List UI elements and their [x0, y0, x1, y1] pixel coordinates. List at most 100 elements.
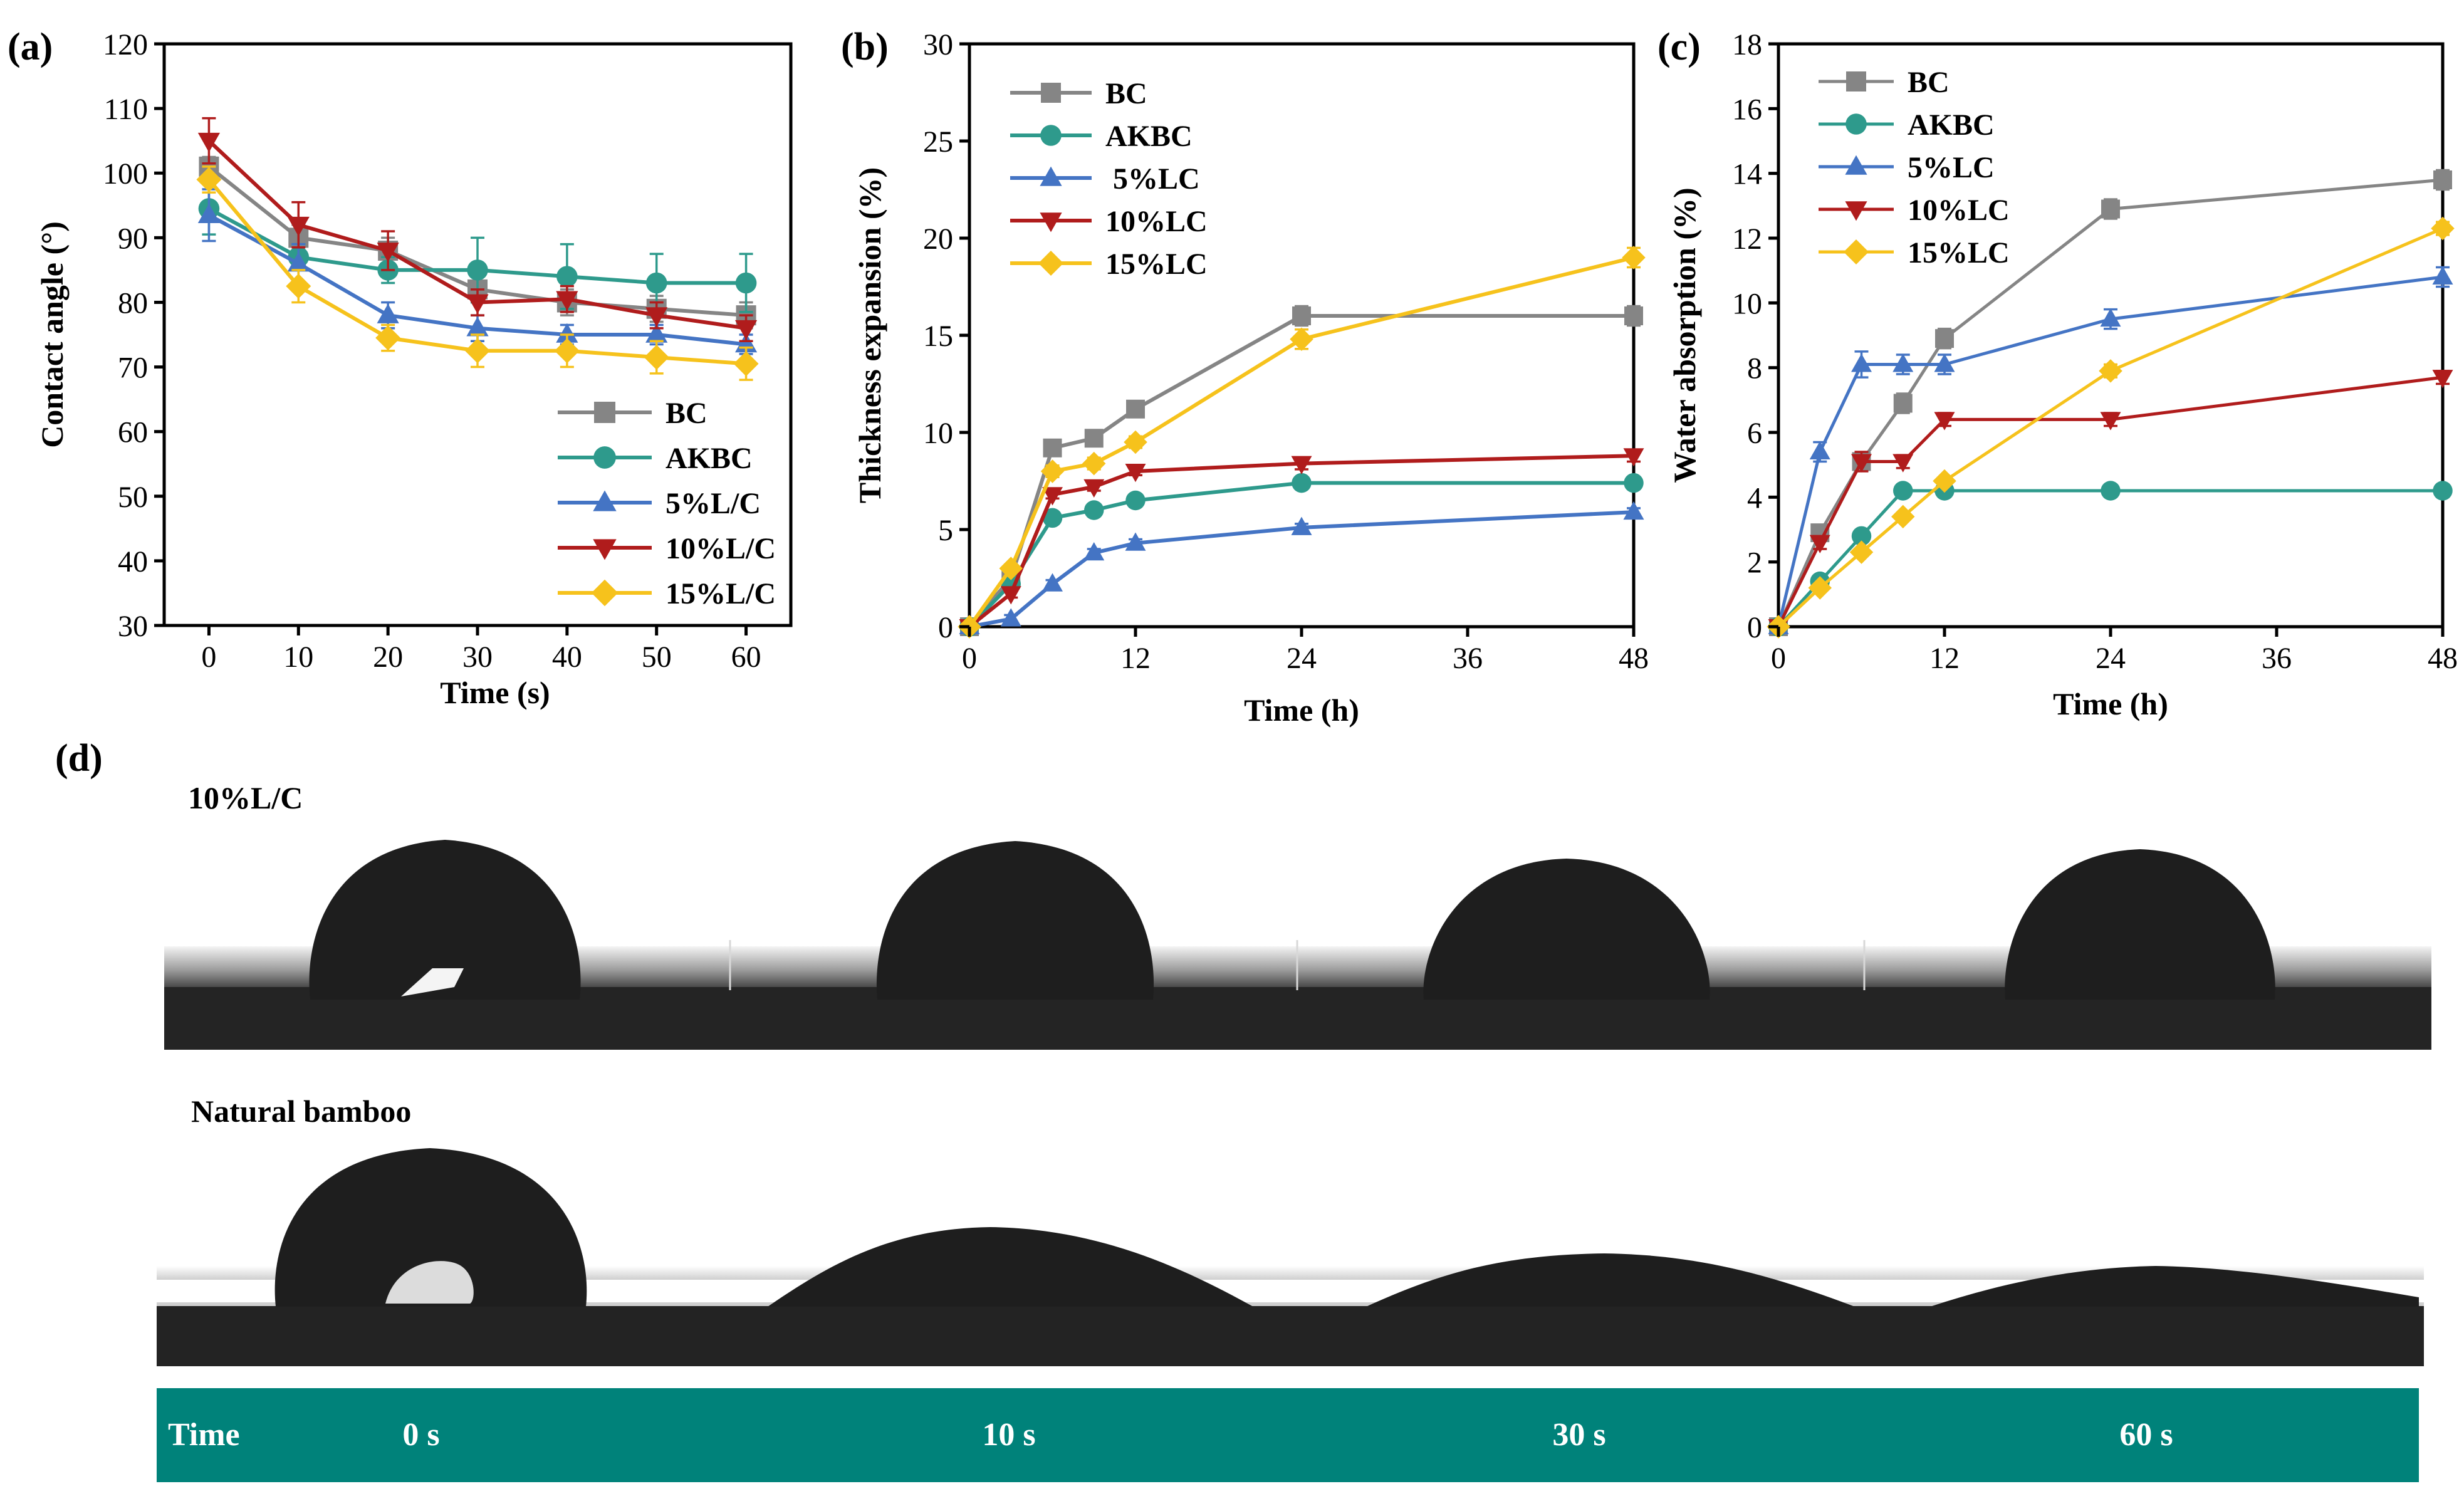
y-tick-label-a-1: 40: [118, 545, 148, 578]
legend-c: BC AKBC 5%LC 10%LC 15%LC: [1819, 66, 2010, 269]
data-point-a-3-2: [377, 243, 399, 263]
data-point-b-0-2: [1043, 438, 1062, 457]
data-point-b-4-2: [1040, 459, 1065, 483]
data-point-c-2-3: [1892, 353, 1914, 372]
data-point-b-0-3: [1084, 429, 1104, 448]
legend-label-c-1: AKBC: [1908, 108, 1995, 142]
series-line-c-0: [1777, 178, 2443, 628]
data-point-b-4-5: [1290, 327, 1313, 351]
legend-marker-a-1: [593, 446, 616, 469]
legend-marker-a-0: [594, 402, 615, 423]
legend-marker-b-1: [1040, 125, 1062, 146]
time-label-3: 60 s: [2119, 1417, 2173, 1453]
data-point-c-4-3: [1891, 505, 1915, 529]
y-tick-label-c-4: 8: [1747, 352, 1762, 385]
droplet-strip-natural-bamboo: [157, 1148, 2424, 1366]
x-tick-label-a-6: 60: [731, 640, 761, 674]
data-point-b-2-2: [1042, 573, 1063, 592]
data-point-a-3-5: [645, 307, 668, 327]
data-point-c-4-1: [1808, 576, 1832, 600]
data-point-a-3-0: [197, 132, 221, 153]
droplet-10lc-60s: [2005, 849, 2275, 1000]
data-point-c-2-1: [1809, 441, 1830, 459]
legend-entry-a-3: 10%L/C: [558, 532, 776, 565]
legend-entry-a-4: 15%L/C: [558, 577, 776, 610]
y-tick-label-b-3: 15: [923, 320, 953, 353]
x-tick-label-a-5: 50: [642, 640, 672, 674]
y-tick-label-a-5: 80: [118, 286, 148, 320]
time-bar-label: Time: [168, 1417, 240, 1453]
x-tick-label-c-4: 48: [2428, 642, 2458, 675]
x-tick-label-a-4: 40: [552, 640, 582, 674]
data-point-b-1-4: [1125, 490, 1146, 511]
x-tick-label-b-2: 24: [1287, 642, 1317, 675]
data-point-c-2-2: [1851, 353, 1872, 372]
legend-entry-a-0: BC: [558, 397, 707, 430]
panel-label-d: (d): [55, 737, 103, 780]
time-label-2: 30 s: [1552, 1417, 1605, 1453]
data-point-a-3-4: [556, 291, 578, 311]
data-point-b-2-3: [1083, 541, 1105, 561]
data-point-a-3-6: [734, 320, 758, 340]
series-a-4: [196, 165, 759, 381]
legend-marker-b-4: [1038, 251, 1063, 276]
series-b-1: [959, 473, 1644, 637]
legend-marker-c-4: [1844, 239, 1869, 264]
data-point-b-1-3: [1084, 500, 1104, 520]
y-axis-label-b: Thickness expansion (%): [852, 167, 887, 503]
data-point-b-3-5: [1291, 456, 1312, 474]
x-tick-label-c-0: 0: [1771, 642, 1786, 675]
data-point-c-3-6: [2432, 370, 2453, 389]
data-point-a-4-1: [286, 273, 311, 299]
data-point-c-3-3: [1892, 454, 1914, 473]
legend-entry-c-1: AKBC: [1819, 108, 1995, 142]
legend-label-b-1: AKBC: [1105, 120, 1193, 153]
legend-a: BC AKBC 5%L/C 10%L/C 15%L/C: [558, 397, 776, 610]
data-point-c-0-5: [2101, 199, 2120, 219]
thickness-expansion-chart: (b) 0 5 10 15 20 25 30 0 12 24 36 48 Time (h) Thick…: [841, 26, 1649, 728]
data-point-a-1-4: [556, 266, 578, 288]
y-axis-label-c: Water absorption (%): [1667, 187, 1702, 483]
y-tick-label-a-0: 30: [118, 610, 148, 643]
y-tick-label-b-6: 30: [923, 28, 953, 61]
y-tick-label-b-5: 25: [923, 125, 953, 159]
legend-marker-a-3: [593, 539, 617, 560]
data-point-b-4-3: [1082, 451, 1106, 476]
data-point-a-2-4: [556, 323, 578, 343]
data-point-b-3-2: [1042, 487, 1063, 506]
legend-label-b-2: 5%LC: [1105, 162, 1200, 196]
data-point-c-1-5: [2101, 481, 2121, 501]
legend-label-a-1: AKBC: [666, 442, 753, 475]
panel-label-a: (a): [8, 26, 53, 68]
time-bar: [157, 1388, 2419, 1482]
x-tick-label-c-3: 36: [2262, 642, 2292, 675]
data-point-c-3-2: [1851, 454, 1872, 473]
legend-label-c-2: 5%LC: [1908, 151, 1995, 184]
row-label-10lc: 10%L/C: [188, 780, 303, 815]
y-tick-label-a-6: 90: [118, 222, 148, 255]
legend-marker-c-3: [1845, 201, 1867, 221]
legend-entry-c-2: 5%LC: [1819, 151, 1995, 184]
droplet-bamboo-30s: [1366, 1253, 1855, 1307]
data-point-b-1-2: [1042, 508, 1063, 528]
data-point-b-3-1: [1000, 586, 1021, 605]
y-tick-label-a-4: 70: [118, 352, 148, 385]
x-tick-label-b-0: 0: [962, 642, 977, 675]
series-a-3: [197, 117, 758, 343]
data-point-c-4-4: [1933, 469, 1956, 493]
legend-entry-a-1: AKBC: [558, 442, 753, 475]
data-point-b-1-6: [1624, 473, 1644, 493]
x-tick-label-a-1: 10: [283, 640, 313, 674]
panel-label-c: (c): [1657, 26, 1701, 68]
legend-entry-c-4: 15%LC: [1819, 236, 2010, 269]
legend-marker-c-0: [1846, 71, 1866, 91]
data-point-a-2-0: [197, 203, 221, 224]
data-point-a-4-0: [196, 167, 222, 192]
y-tick-label-c-3: 6: [1747, 417, 1762, 450]
x-tick-label-b-4: 48: [1619, 642, 1649, 675]
data-point-c-2-6: [2432, 266, 2453, 285]
droplet-bamboo-0s: [274, 1148, 587, 1307]
y-tick-label-c-7: 14: [1732, 158, 1762, 191]
time-label-1: 10 s: [982, 1417, 1035, 1453]
